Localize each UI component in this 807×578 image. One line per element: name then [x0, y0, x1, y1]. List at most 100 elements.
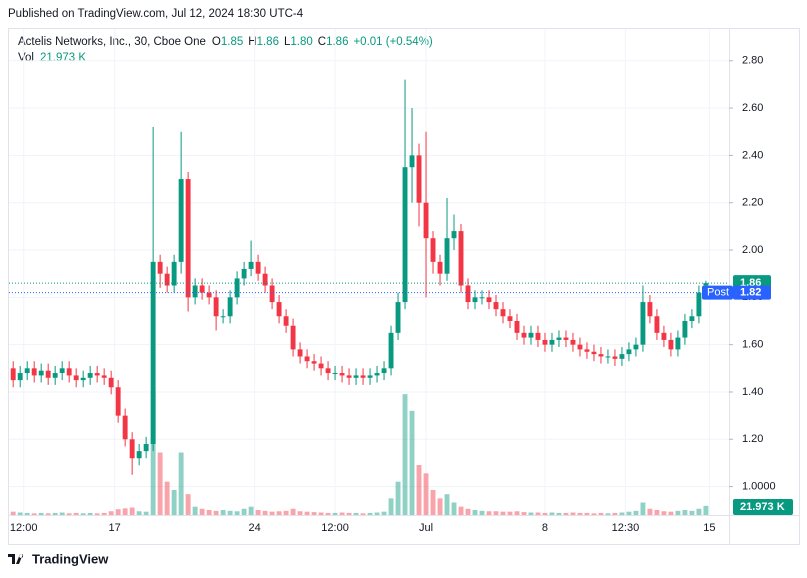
volume-bar [38, 512, 44, 515]
volume-bar [521, 512, 527, 515]
candle-body [73, 375, 79, 381]
volume-bar [24, 512, 30, 515]
candle-body [339, 373, 345, 376]
candle-body [325, 368, 331, 374]
volume-bar [591, 513, 597, 515]
candle-body [423, 202, 429, 239]
candle-body [458, 231, 464, 286]
ohlc-key: O [212, 36, 221, 48]
brand: TradingView [32, 551, 109, 566]
volume-bar [220, 510, 226, 515]
volume-bar [493, 511, 499, 515]
volume-bar [241, 508, 247, 515]
volume-bar [59, 512, 65, 515]
candle-body [409, 155, 415, 168]
volume-bar [255, 510, 261, 515]
candle-body [276, 302, 282, 317]
volume-bar [626, 511, 632, 515]
candle-body [220, 316, 226, 318]
candle-body [332, 373, 338, 375]
candle-body [598, 354, 604, 357]
volume-bar [682, 510, 688, 515]
candle-body [115, 387, 121, 416]
volume-bar [269, 511, 275, 515]
candle-body [24, 368, 30, 374]
volume-bar [556, 512, 562, 515]
candle-body [612, 356, 618, 359]
candle-body [395, 302, 401, 333]
volume-bar [668, 511, 674, 515]
volume-name: Vol [18, 52, 34, 64]
candle-body [465, 285, 471, 303]
candle-body [192, 285, 198, 298]
volume-bar [528, 512, 534, 515]
candle-body [129, 439, 135, 459]
volume-bar [367, 512, 373, 515]
candle-body [136, 451, 142, 459]
volume-bar [479, 510, 485, 515]
volume-bar [570, 512, 576, 515]
candle-body [479, 297, 485, 299]
ohlc-value: 1.80 [290, 36, 312, 48]
candle-body [241, 268, 247, 279]
candle-body [549, 339, 555, 345]
candle-body [38, 370, 44, 376]
candle-body [374, 373, 380, 376]
volume-legend: Vol 21.973 K [18, 52, 86, 64]
volume-bar [17, 512, 23, 515]
volume-bar [45, 513, 51, 515]
candle-body [178, 179, 184, 262]
candle-body [584, 349, 590, 352]
candle-body [591, 351, 597, 355]
tv-logo: TradingView [8, 551, 109, 566]
volume-bar [108, 511, 114, 515]
volume-bar [500, 511, 506, 515]
candle-body [416, 155, 422, 203]
candle-body [346, 375, 352, 378]
candle-body [626, 349, 632, 355]
candle-body [507, 316, 513, 321]
candle-body [654, 316, 660, 333]
candle-body [199, 285, 205, 293]
volume-bar [360, 513, 366, 515]
candle-body [10, 368, 16, 381]
volume-bar [689, 510, 695, 515]
legend: Actelis Networks, Inc., 30, Cboe One O1.8… [18, 36, 433, 64]
y-tick-label: 2.20 [742, 197, 763, 209]
volume-bar [619, 512, 625, 515]
y-tick-label: 2.80 [742, 55, 763, 67]
candle-body [493, 302, 499, 310]
ohlc-key: L [284, 36, 291, 48]
candle-body [283, 316, 289, 326]
candle-body [563, 337, 569, 340]
volume-bar [388, 498, 394, 515]
volume-bar [213, 510, 219, 515]
volume-bar [283, 510, 289, 515]
candle-body [360, 375, 366, 378]
volume-bar [472, 510, 478, 515]
volume-bar [437, 498, 443, 515]
volume-bar [10, 511, 16, 515]
volume-bar [346, 512, 352, 515]
volume-bar [164, 481, 170, 515]
volume-bar [87, 512, 93, 515]
candle-body [542, 339, 548, 345]
candle-body [577, 344, 583, 350]
candle-body [31, 368, 37, 376]
candle-body [696, 292, 702, 317]
candles [10, 79, 709, 475]
volume-bar [206, 510, 212, 515]
volume-bar [584, 512, 590, 515]
candle-body [185, 179, 191, 298]
candle-body [528, 332, 534, 338]
candle-body [472, 297, 478, 303]
volume-bar [311, 512, 317, 515]
volume-bar [339, 512, 345, 515]
grid: 2.80 2.60 2.40 2.20 2.00 1.80 1.60 1.40 1.20 1.00… [9, 29, 776, 534]
candle-body [353, 375, 359, 378]
candle-body [640, 302, 646, 345]
volume-value-label: 21.973 K [740, 501, 785, 513]
volume-bar [633, 510, 639, 515]
volume-bar [171, 490, 177, 515]
